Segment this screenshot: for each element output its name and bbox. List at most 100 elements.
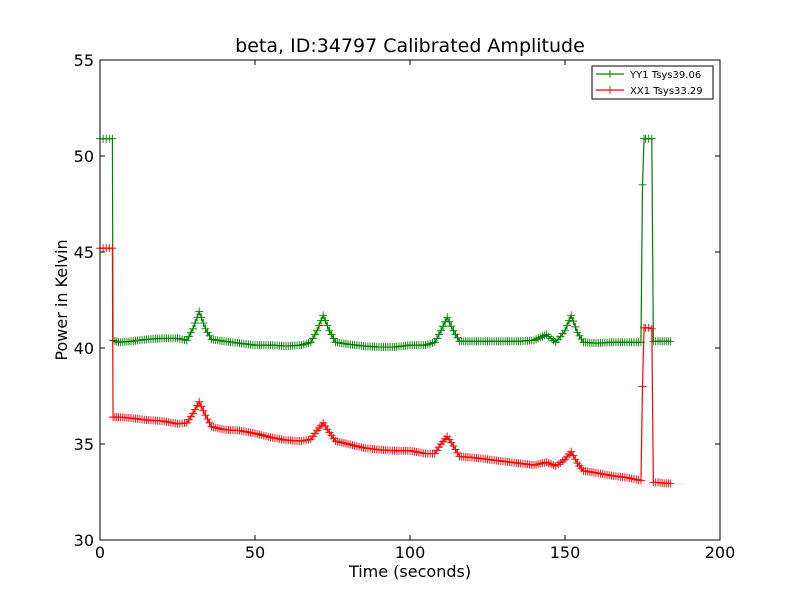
data-point-marker — [197, 402, 206, 411]
data-point-marker — [449, 326, 458, 335]
data-point-marker — [530, 336, 538, 345]
x-tick-label: 150 — [550, 543, 581, 562]
x-tick-label: 0 — [95, 543, 105, 562]
legend-marker — [606, 70, 614, 78]
data-point-marker — [530, 461, 538, 470]
x-tick-label: 200 — [705, 543, 736, 562]
data-point-marker — [327, 330, 336, 339]
data-point-marker — [108, 244, 117, 253]
data-point-marker — [189, 324, 197, 333]
data-point-marker — [567, 447, 576, 456]
data-point-marker — [184, 332, 193, 341]
data-point-marker — [207, 422, 216, 431]
series-2 — [96, 244, 675, 488]
legend-marker — [606, 86, 614, 94]
plot-area — [100, 60, 720, 540]
data-point-marker — [532, 335, 541, 344]
data-point-marker — [315, 321, 324, 330]
data-point-marker — [430, 449, 439, 458]
data-point-marker — [451, 330, 460, 339]
data-point-marker — [199, 406, 208, 415]
data-point-marker — [443, 313, 452, 322]
y-tick-label: 50 — [74, 147, 94, 166]
data-point-marker — [571, 455, 580, 464]
data-point-marker — [434, 443, 443, 452]
data-point-marker — [195, 307, 204, 316]
data-point-marker — [203, 415, 212, 424]
data-point-marker — [201, 324, 210, 333]
legend-entries: YY1 Tsys39.06 XX1 Tsys33.29 — [596, 70, 703, 97]
legend-box — [591, 65, 714, 100]
data-point-marker — [445, 317, 454, 326]
data-point-marker — [333, 437, 342, 446]
data-point-marker — [335, 438, 344, 447]
data-point-marker — [323, 425, 332, 434]
data-point-marker — [445, 435, 454, 444]
y-tick-label: 30 — [74, 531, 94, 550]
data-point-marker — [430, 338, 439, 347]
data-point-marker — [636, 476, 645, 485]
x-tick-label: 100 — [395, 543, 426, 562]
data-point-marker — [357, 443, 366, 452]
data-point-marker — [308, 334, 317, 343]
data-point-marker — [638, 180, 647, 189]
data-point-marker — [571, 322, 580, 331]
x-tick-label: 50 — [245, 543, 265, 562]
y-axis-label: Power in Kelvin — [52, 239, 71, 360]
data-point-marker — [666, 337, 675, 346]
data-point-marker — [341, 439, 350, 448]
legend-entry: XX1 Tsys33.29 — [596, 86, 703, 97]
data-point-marker — [337, 438, 346, 447]
data-point-marker — [437, 326, 445, 335]
data-point-marker — [191, 319, 200, 328]
y-tick-label: 40 — [74, 339, 94, 358]
data-point-marker — [189, 409, 197, 418]
data-point-marker — [647, 324, 656, 333]
data-point-marker — [264, 432, 273, 441]
legend: YY1 Tsys39.06 XX1 Tsys33.29 — [591, 65, 714, 100]
data-point-marker — [536, 333, 545, 342]
data-point-marker — [567, 311, 576, 320]
data-point-marker — [251, 429, 259, 438]
data-point-marker — [540, 458, 549, 467]
data-point-marker — [339, 439, 348, 448]
data-point-marker — [453, 333, 462, 342]
data-point-marker — [348, 441, 357, 450]
legend-label: YY1 Tsys39.06 — [629, 70, 701, 81]
data-point-marker — [213, 424, 222, 433]
data-point-marker — [344, 440, 352, 448]
data-point-marker — [569, 451, 578, 460]
data-point-marker — [319, 311, 328, 320]
data-point-marker — [306, 338, 315, 347]
data-point-marker — [565, 316, 574, 325]
data-point-marker — [182, 418, 191, 427]
data-point-marker — [561, 326, 569, 335]
data-point-marker — [563, 321, 572, 330]
data-point-marker — [186, 328, 195, 337]
data-point-marker — [201, 411, 210, 420]
data-point-marker — [432, 334, 441, 343]
data-point-marker — [184, 415, 193, 424]
data-point-marker — [217, 425, 226, 434]
data-point-marker — [186, 412, 195, 421]
data-point-marker — [215, 424, 224, 433]
data-point-marker — [259, 431, 268, 440]
data-point-marker — [451, 445, 460, 454]
data-point-marker — [191, 405, 200, 414]
data-point-marker — [638, 382, 647, 391]
data-point-marker — [439, 322, 448, 331]
data-point-marker — [534, 334, 543, 343]
data-point-marker — [647, 134, 656, 143]
data-point-marker — [540, 331, 549, 340]
data-point-marker — [573, 328, 582, 337]
data-point-marker — [182, 336, 191, 345]
data-point-marker — [255, 430, 264, 439]
data-point-marker — [536, 459, 545, 468]
data-point-marker — [447, 322, 456, 331]
data-point-marker — [434, 330, 443, 339]
data-point-marker — [449, 441, 458, 450]
data-point-marker — [534, 460, 543, 469]
chart-title: beta, ID:34797 Calibrated Amplitude — [235, 35, 585, 57]
data-point-marker — [193, 401, 202, 410]
data-point-marker — [319, 418, 328, 427]
